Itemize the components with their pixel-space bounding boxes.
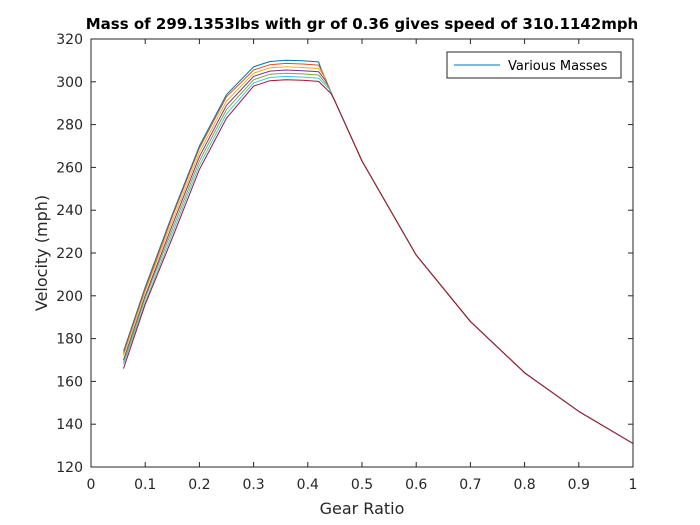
- x-tick-label-9: 0.9: [568, 477, 590, 493]
- y-tick-label-2: 160: [56, 374, 83, 390]
- legend[interactable]: Various Masses: [446, 51, 622, 79]
- y-tick-label-3: 180: [56, 332, 83, 348]
- y-tick-label-7: 260: [56, 160, 83, 176]
- y-tick-labels: 120 140 160 180 200 220 240 260 280 300 320: [56, 32, 83, 476]
- y-tick-label-5: 220: [56, 246, 83, 262]
- x-tick-label-7: 0.7: [459, 477, 481, 493]
- x-tick-label-3: 0.3: [242, 477, 264, 493]
- x-tick-label-8: 0.8: [513, 477, 535, 493]
- chart-title: Mass of 299.1353lbs with gr of 0.36 give…: [86, 15, 639, 33]
- y-tick-label-9: 300: [56, 75, 83, 91]
- y-tick-label-4: 200: [56, 289, 83, 305]
- y-tick-label-8: 280: [56, 118, 83, 134]
- axes-box: [90, 38, 634, 468]
- x-axis-label: Gear Ratio: [320, 499, 405, 518]
- y-tick-label-1: 140: [56, 417, 83, 433]
- x-tick-label-10: 1: [629, 477, 638, 493]
- series-layer: [123, 59, 634, 444]
- x-tick-label-1: 0.1: [134, 477, 156, 493]
- y-tick-label-0: 120: [56, 460, 83, 476]
- x-tick-label-2: 0.2: [188, 477, 210, 493]
- series-line-7: [123, 79, 634, 444]
- x-tick-label-4: 0.4: [297, 477, 319, 493]
- legend-label: Various Masses: [508, 59, 608, 74]
- y-tick-label-10: 320: [56, 32, 83, 48]
- y-tick-label-6: 240: [56, 203, 83, 219]
- x-tick-label-5: 0.5: [351, 477, 373, 493]
- x-tick-labels: 0 0.1 0.2 0.3 0.4 0.5 0.6 0.7 0.8 0.9 1: [87, 477, 638, 493]
- plot-area: [91, 39, 633, 467]
- y-axis-label: Velocity (mph): [32, 195, 51, 311]
- x-tick-label-6: 0.6: [405, 477, 427, 493]
- x-tick-label-0: 0: [87, 477, 96, 493]
